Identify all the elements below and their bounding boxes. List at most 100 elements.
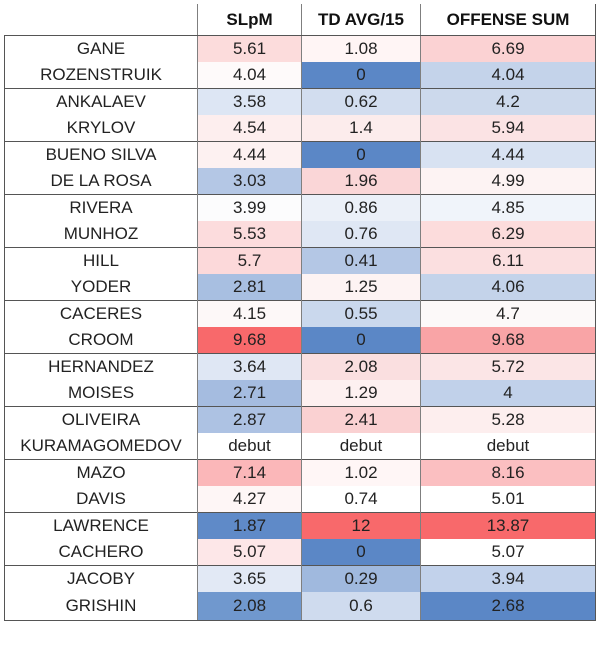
fighter-name-cell: KURAMAGOMEDOV xyxy=(4,433,198,460)
td-avg-cell: 2.08 xyxy=(301,353,421,380)
slpm-cell: 3.99 xyxy=(197,194,302,221)
td-avg-cell: 0 xyxy=(301,539,421,566)
fighter-name-cell: ANKALAEV xyxy=(4,88,198,115)
slpm-cell: 4.15 xyxy=(197,300,302,327)
fighter-name-cell: GANE xyxy=(4,35,198,62)
fighter-stats-table: SLpM TD AVG/15 OFFENSE SUM GANE 5.61 1.08 6… xyxy=(4,4,596,621)
slpm-cell: 2.81 xyxy=(197,274,302,301)
fighter-name-cell: ROZENSTRUIK xyxy=(4,62,198,89)
table-row: CACHERO 5.07 0 5.07 xyxy=(4,539,596,566)
slpm-cell: 7.14 xyxy=(197,459,302,486)
offense-sum-cell: 4.99 xyxy=(420,168,596,195)
header-row: SLpM TD AVG/15 OFFENSE SUM xyxy=(4,4,596,36)
offense-sum-cell: 4.85 xyxy=(420,194,596,221)
offense-sum-cell: 9.68 xyxy=(420,327,596,354)
table-row: YODER 2.81 1.25 4.06 xyxy=(4,274,596,301)
slpm-cell: 3.64 xyxy=(197,353,302,380)
slpm-cell: 5.7 xyxy=(197,247,302,274)
table-row: KRYLOV 4.54 1.4 5.94 xyxy=(4,115,596,142)
offense-sum-cell: 6.29 xyxy=(420,221,596,248)
table-row: MOISES 2.71 1.29 4 xyxy=(4,380,596,407)
td-avg-cell: 0.86 xyxy=(301,194,421,221)
slpm-cell: 5.07 xyxy=(197,539,302,566)
slpm-cell: 4.54 xyxy=(197,115,302,142)
td-avg-cell: 0.62 xyxy=(301,88,421,115)
table-row: HILL 5.7 0.41 6.11 xyxy=(4,247,596,274)
slpm-cell: 9.68 xyxy=(197,327,302,354)
fighter-name-cell: DAVIS xyxy=(4,486,198,513)
offense-sum-cell: 4.7 xyxy=(420,300,596,327)
td-avg-cell: 0.29 xyxy=(301,565,421,592)
slpm-cell: 4.04 xyxy=(197,62,302,89)
slpm-cell: 3.03 xyxy=(197,168,302,195)
slpm-cell: 3.58 xyxy=(197,88,302,115)
table-row: DAVIS 4.27 0.74 5.01 xyxy=(4,486,596,513)
slpm-cell: 1.87 xyxy=(197,512,302,539)
td-avg-cell: debut xyxy=(301,433,421,460)
offense-sum-cell: 4.44 xyxy=(420,141,596,168)
table-row: LAWRENCE 1.87 12 13.87 xyxy=(4,512,596,539)
offense-sum-cell: 4.2 xyxy=(420,88,596,115)
offense-sum-cell: 6.11 xyxy=(420,247,596,274)
td-avg-cell: 2.41 xyxy=(301,406,421,433)
fighter-name-cell: GRISHIN xyxy=(4,592,198,621)
offense-sum-cell: 3.94 xyxy=(420,565,596,592)
slpm-cell: 2.71 xyxy=(197,380,302,407)
fighter-name-cell: LAWRENCE xyxy=(4,512,198,539)
offense-sum-cell: 5.28 xyxy=(420,406,596,433)
fighter-name-cell: JACOBY xyxy=(4,565,198,592)
fighter-name-cell: KRYLOV xyxy=(4,115,198,142)
td-avg-cell: 1.02 xyxy=(301,459,421,486)
table-row: HERNANDEZ 3.64 2.08 5.72 xyxy=(4,353,596,380)
fighter-name-cell: RIVERA xyxy=(4,194,198,221)
header-offense-sum: OFFENSE SUM xyxy=(420,4,596,36)
td-avg-cell: 0 xyxy=(301,62,421,89)
offense-sum-cell: 4.04 xyxy=(420,62,596,89)
td-avg-cell: 0 xyxy=(301,327,421,354)
offense-sum-cell: 5.94 xyxy=(420,115,596,142)
slpm-cell: 2.08 xyxy=(197,592,302,621)
td-avg-cell: 0 xyxy=(301,141,421,168)
offense-sum-cell: 4.06 xyxy=(420,274,596,301)
table-row: ANKALAEV 3.58 0.62 4.2 xyxy=(4,88,596,115)
td-avg-cell: 0.55 xyxy=(301,300,421,327)
table-row: MUNHOZ 5.53 0.76 6.29 xyxy=(4,221,596,248)
offense-sum-cell: 5.07 xyxy=(420,539,596,566)
slpm-cell: 5.61 xyxy=(197,35,302,62)
fighter-name-cell: MAZO xyxy=(4,459,198,486)
offense-sum-cell: 6.69 xyxy=(420,35,596,62)
td-avg-cell: 1.96 xyxy=(301,168,421,195)
td-avg-cell: 1.29 xyxy=(301,380,421,407)
header-td-avg: TD AVG/15 xyxy=(301,4,421,36)
table-row: GANE 5.61 1.08 6.69 xyxy=(4,35,596,62)
td-avg-cell: 1.4 xyxy=(301,115,421,142)
offense-sum-cell: 2.68 xyxy=(420,592,596,621)
offense-sum-cell: 4 xyxy=(420,380,596,407)
table-row: ROZENSTRUIK 4.04 0 4.04 xyxy=(4,62,596,89)
fighter-name-cell: MUNHOZ xyxy=(4,221,198,248)
slpm-cell: 4.44 xyxy=(197,141,302,168)
table-row: KURAMAGOMEDOV debut debut debut xyxy=(4,433,596,460)
fighter-name-cell: HILL xyxy=(4,247,198,274)
td-avg-cell: 0.74 xyxy=(301,486,421,513)
table-row: BUENO SILVA 4.44 0 4.44 xyxy=(4,141,596,168)
table-row: MAZO 7.14 1.02 8.16 xyxy=(4,459,596,486)
slpm-cell: 4.27 xyxy=(197,486,302,513)
offense-sum-cell: debut xyxy=(420,433,596,460)
slpm-cell: 3.65 xyxy=(197,565,302,592)
fighter-name-cell: BUENO SILVA xyxy=(4,141,198,168)
table-row: OLIVEIRA 2.87 2.41 5.28 xyxy=(4,406,596,433)
offense-sum-cell: 5.01 xyxy=(420,486,596,513)
slpm-cell: debut xyxy=(197,433,302,460)
offense-sum-cell: 8.16 xyxy=(420,459,596,486)
fighter-name-cell: CACHERO xyxy=(4,539,198,566)
offense-sum-cell: 5.72 xyxy=(420,353,596,380)
td-avg-cell: 0.41 xyxy=(301,247,421,274)
fighter-name-cell: CACERES xyxy=(4,300,198,327)
fighter-name-cell: MOISES xyxy=(4,380,198,407)
table-row: GRISHIN 2.08 0.6 2.68 xyxy=(4,592,596,621)
td-avg-cell: 1.25 xyxy=(301,274,421,301)
fighter-name-cell: CROOM xyxy=(4,327,198,354)
offense-sum-cell: 13.87 xyxy=(420,512,596,539)
slpm-cell: 2.87 xyxy=(197,406,302,433)
